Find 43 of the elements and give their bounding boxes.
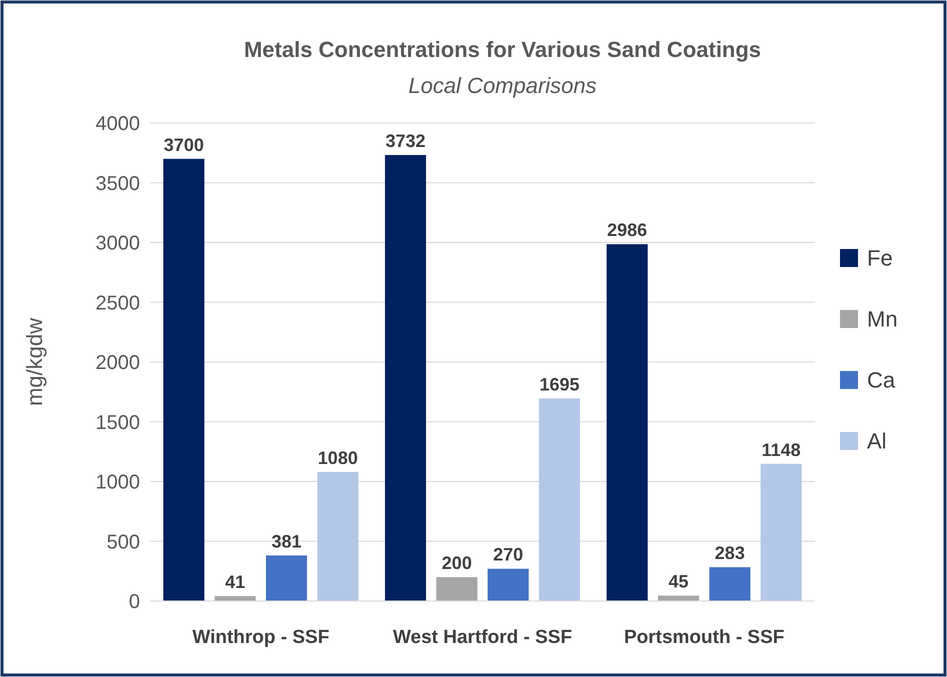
bar — [658, 596, 700, 601]
y-tick-label: 3500 — [96, 172, 140, 195]
data-label: 1695 — [539, 374, 580, 394]
data-label: 200 — [442, 553, 472, 574]
data-label: 3732 — [385, 131, 426, 152]
y-tick-label: 1000 — [96, 472, 140, 494]
bar — [266, 555, 308, 601]
legend-label: Ca — [867, 368, 896, 393]
bar — [384, 155, 426, 601]
bar — [538, 398, 580, 601]
legend-label: Al — [867, 428, 887, 454]
bar — [317, 472, 358, 601]
y-tick-label: 2000 — [96, 352, 140, 374]
bar — [709, 567, 750, 601]
data-label: 381 — [271, 531, 302, 552]
y-tick-label: 500 — [106, 531, 140, 554]
data-label: 270 — [493, 544, 524, 565]
legend-label: Fe — [867, 246, 893, 271]
bar — [606, 244, 648, 601]
y-tick-label: 2500 — [96, 292, 140, 314]
chart-subtitle: Local Comparisons — [408, 73, 597, 98]
bar — [488, 568, 529, 601]
bar — [760, 464, 802, 601]
data-label: 283 — [714, 543, 745, 564]
y-axis-title: mg/kgdw — [22, 318, 47, 406]
x-tick-label: Winthrop - SSF — [192, 627, 330, 648]
y-tick-label: 0 — [128, 591, 140, 613]
bar — [436, 577, 478, 601]
y-tick-label: 1500 — [96, 412, 140, 434]
data-label: 2986 — [607, 220, 648, 240]
y-tick-label: 4000 — [96, 113, 140, 135]
data-label: 1080 — [318, 448, 358, 468]
data-label: 3700 — [164, 134, 204, 155]
bar — [214, 596, 256, 601]
x-tick-label: West Hartford - SSF — [392, 627, 572, 648]
chart-title: Metals Concentrations for Various Sand Coatings — [244, 37, 762, 62]
legend-label: Mn — [867, 306, 898, 332]
data-label: 1148 — [762, 440, 801, 460]
data-label: 45 — [668, 572, 689, 592]
x-tick-label: Portsmouth - SSF — [624, 627, 784, 648]
y-tick-label: 3000 — [96, 232, 140, 254]
data-label: 41 — [225, 572, 246, 592]
bar — [163, 158, 204, 601]
